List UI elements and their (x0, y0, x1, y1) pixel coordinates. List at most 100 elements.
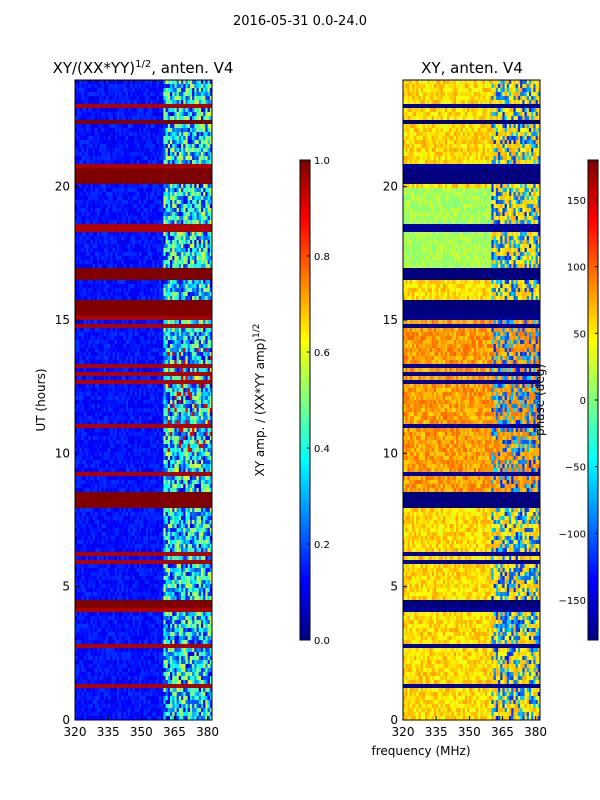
amplitude-cell (81, 244, 85, 249)
amplitude-cell (112, 204, 116, 209)
amplitude-cell (150, 276, 153, 281)
amplitude-cell (94, 128, 98, 133)
amplitude-cell (130, 200, 133, 205)
amplitude-cell (81, 140, 85, 145)
amplitude-cell (205, 312, 208, 317)
amplitude-cell (103, 252, 107, 257)
amplitude-cell (178, 376, 182, 381)
amplitude-cell (150, 160, 153, 165)
amplitude-cell (108, 124, 111, 129)
amplitude-cell (203, 160, 206, 165)
amplitude-cell (79, 116, 82, 121)
amplitude-cell (194, 388, 197, 393)
amplitude-cell (170, 208, 173, 213)
amplitude-cell (141, 384, 144, 389)
amplitude-cell (187, 164, 191, 169)
amplitude-cell (110, 240, 113, 245)
amplitude-cell (90, 188, 93, 193)
amplitude-cell (154, 180, 158, 185)
amplitude-cell (77, 400, 80, 405)
amplitude-cell (123, 300, 127, 305)
amplitude-cell (143, 356, 147, 361)
amplitude-cell (108, 360, 111, 365)
amplitude-cell (130, 356, 133, 361)
amplitude-cell (141, 224, 144, 229)
amplitude-cell (88, 84, 91, 89)
amplitude-cell (77, 360, 80, 365)
amplitude-cell (119, 336, 122, 341)
amplitude-cell (145, 148, 149, 153)
amplitude-cell (185, 396, 188, 401)
amplitude-cell (161, 156, 164, 161)
amplitude-cell (194, 192, 197, 197)
amplitude-cell (167, 132, 171, 137)
amplitude-cell (172, 384, 175, 389)
amplitude-cell (178, 300, 182, 305)
amplitude-cell (136, 136, 140, 141)
amplitude-cell (194, 140, 197, 145)
amplitude-cell (163, 140, 166, 145)
amplitude-cell (163, 188, 166, 193)
amplitude-cell (77, 352, 80, 357)
amplitude-cell (119, 228, 122, 233)
amplitude-cell (185, 136, 188, 141)
amplitude-cell (105, 212, 109, 217)
amplitude-cell (189, 368, 193, 373)
amplitude-cell (158, 168, 162, 173)
amplitude-cell (198, 384, 202, 389)
amplitude-cell (158, 368, 162, 373)
amplitude-cell (141, 276, 144, 281)
amplitude-cell (79, 100, 82, 105)
amplitude-cell (86, 336, 89, 341)
amplitude-cell (185, 100, 188, 105)
amplitude-cell (207, 284, 211, 289)
amplitude-cell (132, 232, 135, 237)
amplitude-cell (92, 192, 96, 197)
amplitude-cell (189, 84, 193, 89)
amplitude-cell (116, 92, 120, 97)
amplitude-cell (81, 344, 85, 349)
amplitude-cell (163, 288, 166, 293)
amplitude-cell (86, 184, 89, 189)
amplitude-cell (147, 392, 151, 397)
amplitude-cell (152, 324, 155, 329)
amplitude-cell (167, 96, 171, 101)
amplitude-cell (103, 156, 107, 161)
amplitude-cell (185, 288, 188, 293)
amplitude-cell (143, 320, 147, 325)
amplitude-cell (209, 372, 213, 377)
amplitude-cell (92, 164, 96, 169)
amplitude-cell (105, 380, 109, 385)
amplitude-cell (198, 132, 202, 137)
amplitude-cell (103, 304, 107, 309)
amplitude-cell (88, 368, 91, 373)
amplitude-cell (97, 288, 100, 293)
amplitude-cell (165, 312, 169, 317)
amplitude-cell (136, 244, 140, 249)
amplitude-cell (150, 252, 153, 257)
amplitude-cell (119, 324, 122, 329)
amplitude-cell (156, 152, 160, 157)
amplitude-cell (174, 384, 177, 389)
amplitude-cell (150, 220, 153, 225)
amplitude-cell (75, 336, 78, 341)
amplitude-cell (112, 188, 116, 193)
amplitude-cell (145, 80, 149, 85)
amplitude-cell (176, 256, 180, 261)
amplitude-cell (101, 124, 105, 129)
amplitude-cell (108, 84, 111, 89)
amplitude-cell (110, 276, 113, 281)
amplitude-cell (172, 268, 175, 273)
amplitude-cell (134, 392, 138, 397)
amplitude-cell (181, 168, 184, 173)
amplitude-cell (139, 80, 142, 85)
amplitude-cell (132, 352, 135, 357)
amplitude-cell (101, 160, 105, 165)
amplitude-cell (125, 80, 129, 85)
amplitude-cell (181, 208, 184, 213)
amplitude-cell (192, 224, 195, 229)
amplitude-cell (189, 244, 193, 249)
amplitude-cell (207, 320, 211, 325)
amplitude-cell (99, 172, 102, 177)
amplitude-cell (108, 364, 111, 369)
